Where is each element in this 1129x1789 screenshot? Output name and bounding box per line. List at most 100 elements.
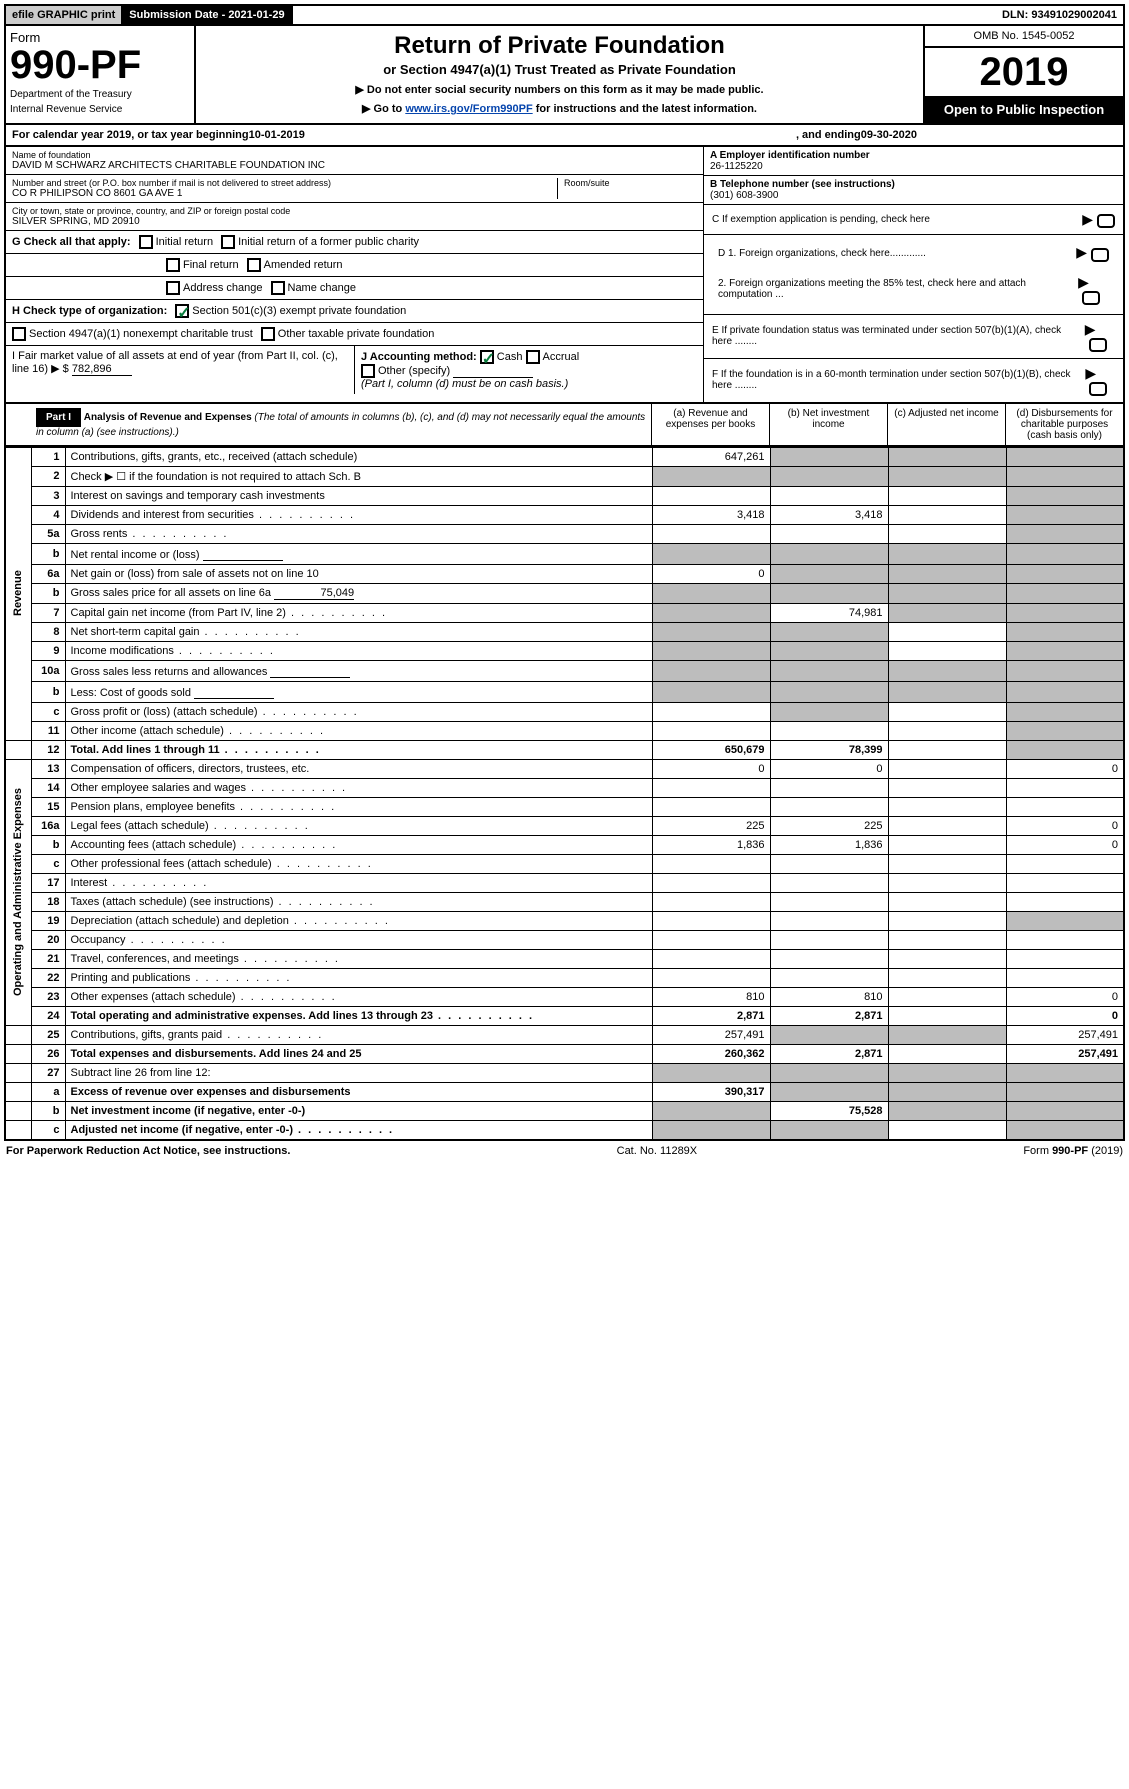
- row-label: Check ▶ ☐ if the foundation is not requi…: [65, 466, 652, 486]
- checkbox-e[interactable]: [1089, 338, 1107, 352]
- foundation-city: SILVER SPRING, MD 20910: [12, 216, 697, 227]
- form-title: Return of Private Foundation: [202, 32, 917, 60]
- checkbox-amended[interactable]: [247, 258, 261, 272]
- instruction-1: ▶ Do not enter social security numbers o…: [202, 83, 917, 96]
- lbl-name-change: Name change: [288, 282, 357, 294]
- checkbox-501c3[interactable]: [175, 304, 189, 318]
- dept-treasury: Department of the Treasury: [10, 89, 190, 100]
- row-label: Occupancy: [65, 930, 652, 949]
- row-label: Net short-term capital gain: [65, 622, 652, 641]
- foundation-address: CO R PHILIPSON CO 8601 GA AVE 1: [12, 188, 557, 199]
- section-d: D 1. Foreign organizations, check here..…: [704, 235, 1123, 314]
- part1-label: Part I: [36, 408, 81, 427]
- section-g: G Check all that apply: Initial return I…: [6, 231, 703, 254]
- lbl-final: Final return: [183, 259, 239, 271]
- checkbox-addr-change[interactable]: [166, 281, 180, 295]
- checkbox-f[interactable]: [1089, 382, 1107, 396]
- checkbox-initial-former[interactable]: [221, 235, 235, 249]
- cell-a: 2,871: [652, 1006, 770, 1025]
- d1-label: D 1. Foreign organizations, check here..…: [718, 248, 926, 259]
- table-row: a Excess of revenue over expenses and di…: [5, 1082, 1124, 1101]
- part1-header-row: Part I Analysis of Revenue and Expenses …: [4, 404, 1125, 447]
- row-num: 3: [31, 486, 65, 505]
- entity-left: Name of foundation DAVID M SCHWARZ ARCHI…: [6, 147, 703, 402]
- calyear-end: 09-30-2020: [861, 129, 917, 141]
- checkbox-other-method[interactable]: [361, 364, 375, 378]
- arrow-icon: ▶: [1085, 365, 1096, 381]
- row-label: Compensation of officers, directors, tru…: [65, 759, 652, 778]
- section-g-row2: Final return Amended return: [6, 254, 703, 277]
- checkbox-cash[interactable]: [480, 350, 494, 364]
- cell-b: 1,836: [770, 835, 888, 854]
- input-10a[interactable]: [270, 664, 350, 678]
- table-row: 21 Travel, conferences, and meetings: [5, 949, 1124, 968]
- cell-c: [888, 447, 1006, 466]
- name-label: Name of foundation: [12, 150, 697, 160]
- calyear-pre: For calendar year 2019, or tax year begi…: [12, 129, 249, 141]
- row-label: Total operating and administrative expen…: [65, 1006, 652, 1025]
- ein-label: A Employer identification number: [710, 150, 870, 161]
- irs-link[interactable]: www.irs.gov/Form990PF: [405, 103, 532, 115]
- form-header: Form 990-PF Department of the Treasury I…: [4, 26, 1125, 125]
- row-label: Gross rents: [65, 524, 652, 543]
- part1-table: Revenue 1 Contributions, gifts, grants, …: [4, 447, 1125, 1141]
- row-num: 14: [31, 778, 65, 797]
- cell-b: 74,981: [770, 603, 888, 622]
- phone-value: (301) 608-3900: [710, 190, 1117, 201]
- cell-a: 1,836: [652, 835, 770, 854]
- checkbox-initial[interactable]: [139, 235, 153, 249]
- row-label: Subtract line 26 from line 12:: [65, 1063, 652, 1082]
- cell-a: 225: [652, 816, 770, 835]
- checkbox-4947[interactable]: [12, 327, 26, 341]
- checkbox-d1[interactable]: [1091, 248, 1109, 262]
- table-row: 14 Other employee salaries and wages: [5, 778, 1124, 797]
- omb-number: OMB No. 1545-0052: [925, 26, 1123, 48]
- table-row: 10a Gross sales less returns and allowan…: [5, 660, 1124, 681]
- checkbox-other-tax[interactable]: [261, 327, 275, 341]
- row-label: Other employee salaries and wages: [65, 778, 652, 797]
- cell-d: 0: [1006, 835, 1124, 854]
- row-num: 19: [31, 911, 65, 930]
- cell-d: 0: [1006, 1006, 1124, 1025]
- section-c: C If exemption application is pending, c…: [704, 205, 1123, 235]
- table-row: 9 Income modifications: [5, 641, 1124, 660]
- dln: DLN: 93491029002041: [996, 6, 1123, 24]
- row-num: 26: [31, 1044, 65, 1063]
- instr2-pre: ▶ Go to: [362, 103, 405, 115]
- table-row: Revenue 1 Contributions, gifts, grants, …: [5, 447, 1124, 466]
- checkbox-d2[interactable]: [1082, 291, 1100, 305]
- table-row: 11 Other income (attach schedule): [5, 721, 1124, 740]
- submission-date: Submission Date - 2021-01-29: [123, 6, 292, 24]
- section-f: F If the foundation is in a 60-month ter…: [704, 359, 1123, 402]
- j-note: (Part I, column (d) must be on cash basi…: [361, 378, 697, 390]
- checkbox-name-change[interactable]: [271, 281, 285, 295]
- cell-d: 0: [1006, 759, 1124, 778]
- section-g-row3: Address change Name change: [6, 277, 703, 300]
- row-label: Printing and publications: [65, 968, 652, 987]
- checkbox-c[interactable]: [1097, 214, 1115, 228]
- input-10b[interactable]: [194, 685, 274, 699]
- efile-button[interactable]: efile GRAPHIC print: [6, 6, 123, 24]
- lbl-initial-former: Initial return of a former public charit…: [238, 236, 419, 248]
- row-num: 17: [31, 873, 65, 892]
- addr-label: Number and street (or P.O. box number if…: [12, 178, 557, 188]
- checkbox-accrual[interactable]: [526, 350, 540, 364]
- row-label: Gross profit or (loss) (attach schedule): [65, 702, 652, 721]
- table-row: 23 Other expenses (attach schedule) 810 …: [5, 987, 1124, 1006]
- row-label: Contributions, gifts, grants, etc., rece…: [65, 447, 652, 466]
- row-num: 1: [31, 447, 65, 466]
- input-5b[interactable]: [203, 547, 283, 561]
- h-label: H Check type of organization:: [12, 305, 167, 317]
- checkbox-final[interactable]: [166, 258, 180, 272]
- table-row: 24 Total operating and administrative ex…: [5, 1006, 1124, 1025]
- row-num: b: [31, 583, 65, 603]
- row-num: 21: [31, 949, 65, 968]
- row-label: Excess of revenue over expenses and disb…: [65, 1082, 652, 1101]
- cell-b: 810: [770, 987, 888, 1006]
- row-num: b: [31, 543, 65, 564]
- row-label: Net gain or (loss) from sale of assets n…: [65, 564, 652, 583]
- row-label: Other income (attach schedule): [65, 721, 652, 740]
- cell-d: 257,491: [1006, 1025, 1124, 1044]
- row-num: 9: [31, 641, 65, 660]
- row-num: 4: [31, 505, 65, 524]
